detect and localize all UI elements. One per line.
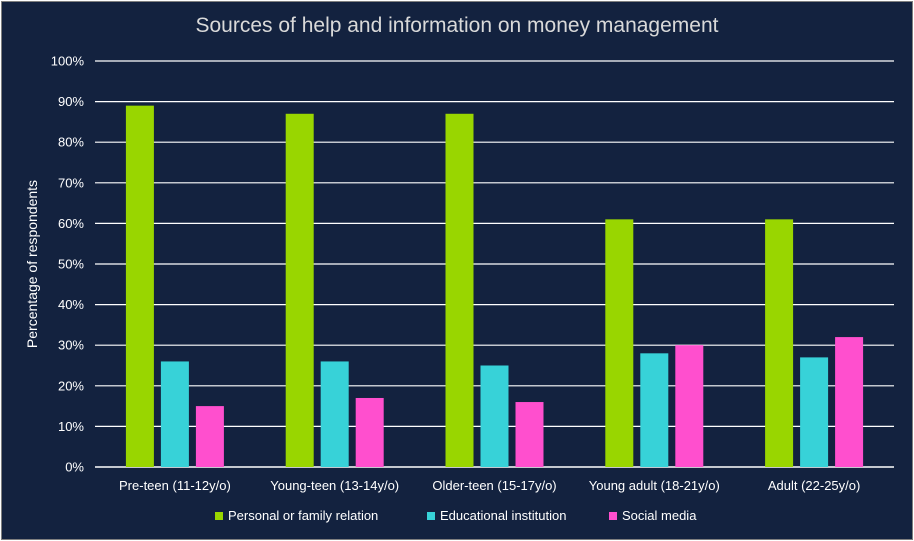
y-tick-label: 100%: [51, 54, 85, 69]
legend-swatch: [427, 511, 435, 520]
bar: [125, 105, 154, 467]
bar: [480, 365, 509, 467]
bar: [605, 219, 634, 467]
bar: [675, 345, 704, 467]
bar: [355, 397, 384, 467]
bar: [285, 113, 314, 467]
bar: [765, 219, 794, 467]
legend-swatch: [609, 511, 617, 520]
legend-item: Social media: [609, 508, 696, 523]
y-tick-label: 60%: [58, 216, 84, 231]
bar: [195, 406, 224, 467]
bar: [640, 353, 669, 467]
chart-title: Sources of help and information on money…: [195, 14, 719, 37]
legend-label: Personal or family relation: [228, 508, 379, 523]
x-tick-label: Adult (22-25y/o): [768, 478, 861, 493]
legend-item: Educational institution: [427, 508, 566, 523]
y-axis-label: Percentage of respondents: [24, 180, 40, 348]
legend-swatch: [215, 511, 223, 520]
y-tick-label: 70%: [58, 175, 84, 190]
x-tick-label: Young-teen (13-14y/o): [270, 478, 399, 493]
y-tick-label: 0%: [65, 460, 84, 475]
legend-label: Educational institution: [440, 508, 567, 523]
y-tick-label: 20%: [58, 378, 84, 393]
legend-item: Personal or family relation: [215, 508, 378, 523]
y-tick-label: 30%: [58, 338, 84, 353]
bar: [445, 113, 474, 467]
x-axis-ticks: Pre-teen (11-12y/o) Young-teen (13-14y/o)…: [119, 478, 860, 493]
bar: [320, 361, 349, 467]
bar: [515, 402, 544, 467]
bar: [160, 361, 189, 467]
x-tick-label: Young adult (18-21y/o): [589, 478, 720, 493]
legend: Personal or family relation Educational i…: [0, 508, 914, 528]
y-tick-label: 90%: [58, 94, 84, 109]
bar: [800, 357, 829, 467]
legend-label: Social media: [622, 508, 697, 523]
y-tick-label: 50%: [58, 257, 84, 272]
x-tick-label: Pre-teen (11-12y/o): [119, 478, 231, 493]
y-axis-ticks: 0% 10% 20% 30% 40% 50% 60% 70% 80% 90% 100%: [51, 54, 85, 475]
bars: [125, 105, 864, 467]
y-tick-label: 10%: [58, 419, 84, 434]
bar: [835, 337, 864, 467]
y-tick-label: 80%: [58, 135, 84, 150]
y-tick-label: 40%: [58, 297, 84, 312]
x-tick-label: Older-teen (15-17y/o): [432, 478, 556, 493]
